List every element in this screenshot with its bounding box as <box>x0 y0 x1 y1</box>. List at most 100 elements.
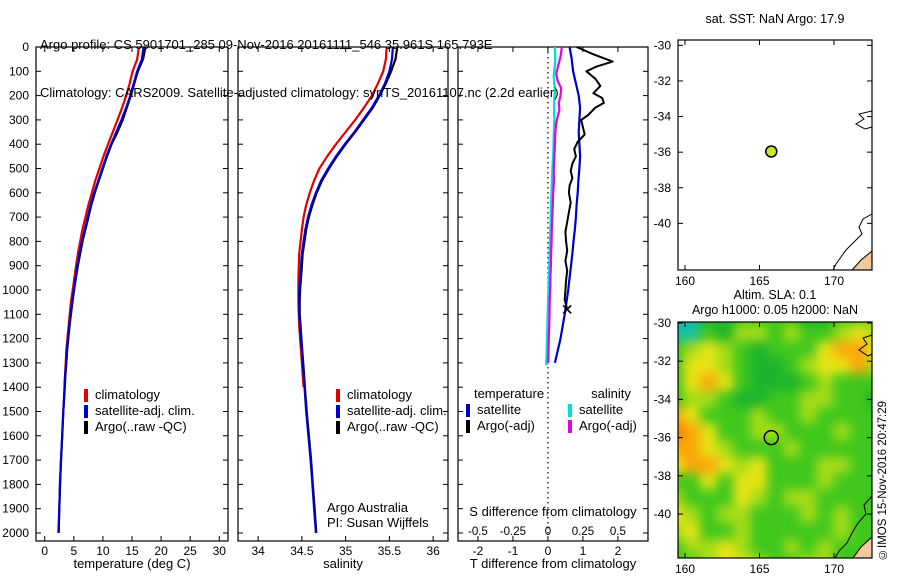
depth-tick-label: 100 <box>9 64 29 78</box>
sla-cell <box>833 456 852 475</box>
sla-cell <box>733 390 752 409</box>
sla-cell <box>850 340 869 359</box>
sla-cell <box>716 522 735 541</box>
sla-cell <box>816 324 835 343</box>
sst-map-title: sat. SST: NaN Argo: 17.9 <box>705 12 845 26</box>
sla-cell <box>816 473 835 491</box>
lon-tick-label: 165 <box>749 274 769 288</box>
coastline-lower <box>832 213 873 271</box>
argo-program-annotation: Argo Australia PI: Susan Wijffels <box>327 500 429 530</box>
sla-cell <box>766 506 785 524</box>
legend-item-argo-raw: Argo(..raw -QC) <box>336 419 447 435</box>
sla-cell <box>766 473 785 491</box>
sla-cell <box>683 324 701 343</box>
s-tick-label: -0.25 <box>500 526 526 538</box>
sla-cell <box>850 440 869 458</box>
sla-cell <box>749 357 768 376</box>
series-end-x-marker <box>562 304 572 314</box>
lon-tick-label: 170 <box>824 562 844 576</box>
sla-cell <box>766 522 785 541</box>
sla-cell <box>783 473 802 491</box>
s-tick-label: 0.25 <box>572 526 594 538</box>
sla-cell <box>699 555 718 558</box>
sla-cell <box>833 373 852 392</box>
sla-cell <box>749 440 768 458</box>
sla-cell <box>716 440 735 458</box>
sla-cell <box>699 539 718 557</box>
legend-item-satellite: satellite <box>466 402 552 418</box>
difference-temperature-legend: temperature satellite Argo(-adj) <box>466 386 552 434</box>
satellite-sdiff-swatch <box>568 403 572 417</box>
sla-cell <box>783 440 802 458</box>
sla-cell <box>783 506 802 524</box>
depth-tick-label: 1500 <box>2 404 29 418</box>
sla-cell <box>783 555 802 558</box>
salinity-axis-label: salinity <box>323 556 363 571</box>
sla-cell <box>733 373 752 392</box>
sla-cell <box>850 539 869 557</box>
sla-cell <box>783 390 802 409</box>
imos-copyright-stamp: ©IMOS 15-Nov-2016 20:47:29 <box>877 400 889 560</box>
sla-cell <box>866 456 872 475</box>
lon-tick-label: 160 <box>675 274 695 288</box>
depth-tick-label: 1300 <box>2 356 29 370</box>
sla-cell <box>783 324 802 343</box>
t-difference-axis-label: T difference from climatology <box>469 556 637 571</box>
sla-cell <box>733 456 752 475</box>
sla-cell <box>866 539 872 557</box>
depth-tick-label: 1600 <box>2 429 29 443</box>
sla-cell <box>766 390 785 409</box>
sla-cell <box>800 423 818 442</box>
sla-cell <box>866 340 872 359</box>
lon-tick-label: 165 <box>749 562 769 576</box>
sla-cell <box>716 324 735 343</box>
sla-cell <box>733 473 752 491</box>
lat-tick-label: -38 <box>654 181 672 195</box>
sla-cell <box>816 522 835 541</box>
legend-label: satellite <box>477 402 522 417</box>
satellite-clim-swatch <box>84 404 88 418</box>
sla-cell <box>766 539 785 557</box>
sla-cell <box>816 357 835 376</box>
legend-item-argo-adj: Argo(-adj) <box>568 418 654 434</box>
sla-cell <box>800 456 818 475</box>
sla-cell <box>766 373 785 392</box>
sla-cell <box>699 423 718 442</box>
sla-cell <box>800 357 818 376</box>
coastline-upper <box>855 110 873 130</box>
depth-tick-label: 1100 <box>3 307 29 321</box>
sla-cell <box>800 340 818 359</box>
sla-cell <box>850 456 869 475</box>
temperature-legend: climatology satellite-adj. clim. Argo(..… <box>84 387 195 435</box>
legend-label: Argo(-adj) <box>579 418 637 433</box>
sla-cell <box>683 539 701 557</box>
sla-cell <box>749 522 768 541</box>
sla-map-title: Altim. SLA: 0.1 Argo h1000: 0.05 h2000: … <box>668 288 882 318</box>
depth-tick-label: 1200 <box>2 332 29 346</box>
sla-cell <box>800 324 818 343</box>
sla-cell <box>850 555 869 558</box>
satellite-clim-swatch <box>336 404 340 418</box>
sla-cell <box>833 357 852 376</box>
sla-cell <box>850 406 869 425</box>
sla-cell <box>699 489 718 508</box>
sla-cell <box>816 390 835 409</box>
sla-cell <box>683 423 701 442</box>
temperature-axis-label: temperature (deg C) <box>73 556 191 571</box>
legend-item-satellite: satellite <box>568 402 654 418</box>
sla-cell <box>749 506 768 524</box>
sla-cell <box>850 423 869 442</box>
sla-cell <box>716 390 735 409</box>
sla-cell <box>866 506 872 524</box>
legend-label: satellite-adj. clim. <box>95 403 195 418</box>
land-polygon <box>850 249 873 271</box>
lat-tick-label: -34 <box>654 392 672 406</box>
sla-cell <box>716 539 735 557</box>
lat-tick-label: -32 <box>654 354 672 368</box>
s-tick-label: 0.5 <box>610 526 626 538</box>
sla-cell <box>716 555 735 558</box>
sla-cell <box>866 423 872 442</box>
sla-cell <box>800 555 818 558</box>
argo-float-marker <box>765 145 778 158</box>
